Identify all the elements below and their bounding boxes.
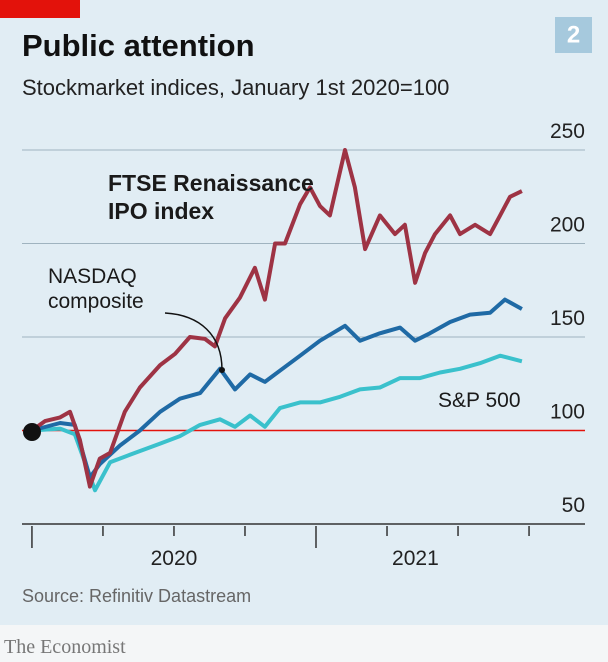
red-tag [0,0,80,18]
lines [30,148,523,493]
x-tick-label: 2020 [151,547,198,570]
chart-number: 2 [567,21,580,48]
y-tick-label: 100 [550,401,585,424]
badge [555,17,592,53]
legend-label: NASDAQ composite [48,265,144,314]
series-line [30,148,523,489]
footer [0,625,608,662]
panel [0,0,608,625]
legend-label: S&P 500 [438,389,521,412]
source: Source: Refinitiv Datastream [22,586,251,606]
leader-line [164,312,223,371]
legend-label: FTSE Renaissance IPO index [108,170,314,224]
y-tick-label: 150 [550,307,585,330]
brand: The Economist [4,636,126,658]
y-tick-label: 50 [562,494,585,517]
chart-subtitle: Stockmarket indices, January 1st 2020=10… [22,75,449,100]
y-tick-label: 200 [550,214,585,237]
chart-title: Public attention [22,28,255,63]
series-line [31,353,523,493]
grid: 50 100 150 200 250 2020 2021 [22,120,585,570]
leader-dot [219,367,225,373]
y-tick-label: 250 [550,120,585,143]
base-point [23,423,41,441]
x-tick-label: 2021 [392,547,439,570]
